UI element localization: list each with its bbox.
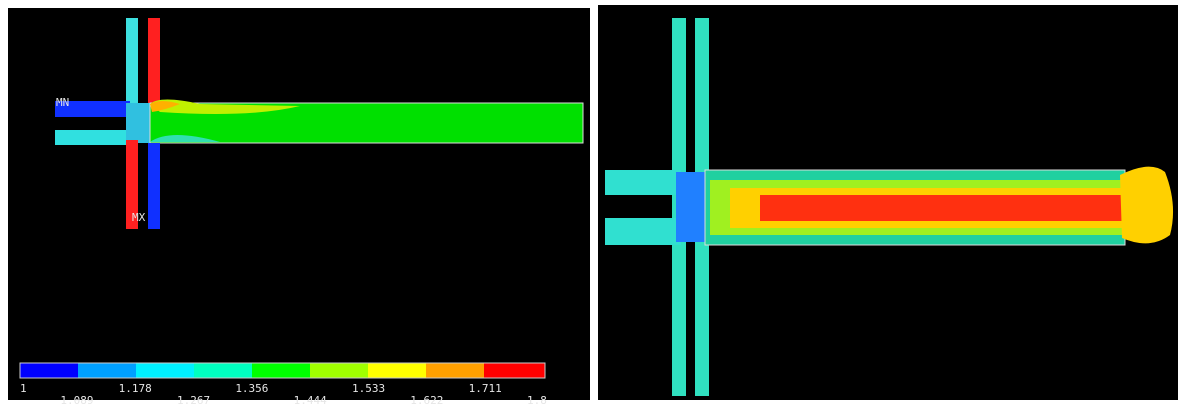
max-label: MX <box>132 211 146 224</box>
legend-label: 1.267 <box>177 394 210 406</box>
legend-label: 1.444 <box>294 394 327 406</box>
pipe <box>605 218 681 245</box>
legend-swatch <box>136 363 194 378</box>
canvas: MN MX 1 1.178 1.356 1.533 1.711 1.089 1.267 1.4… <box>0 0 1178 406</box>
legend-label: 1.089 <box>60 394 93 406</box>
outlet <box>1120 167 1173 244</box>
contour-panel: MN MX 1 1.178 1.356 1.533 1.711 1.089 1.267 1.4… <box>8 8 590 406</box>
legend-label: 1 <box>20 382 27 395</box>
flow-core <box>760 195 1122 221</box>
legend-label: 1.178 <box>119 382 152 395</box>
legend-swatch <box>484 363 545 378</box>
vector-panel <box>598 5 1178 400</box>
legend-swatch <box>252 363 310 378</box>
legend-label: 1.8 <box>527 394 547 406</box>
legend-label: 1.622 <box>410 394 443 406</box>
legend-swatch <box>194 363 252 378</box>
panel-background <box>8 8 590 400</box>
pipe <box>148 143 160 229</box>
min-label: MN <box>56 96 69 109</box>
legend-label: 1.711 <box>469 382 502 395</box>
junction <box>676 172 706 242</box>
legend-label: 1.356 <box>235 382 268 395</box>
legend-swatch <box>78 363 136 378</box>
legend-swatch <box>426 363 484 378</box>
pipe <box>148 18 160 106</box>
pipe <box>126 18 138 108</box>
legend-bar <box>20 363 545 378</box>
pipe <box>55 130 130 145</box>
pipe <box>605 170 681 195</box>
legend-swatch <box>368 363 426 378</box>
legend-swatch <box>20 363 78 378</box>
screenshot: MN MX 1 1.178 1.356 1.533 1.711 1.089 1.267 1.4… <box>0 0 1178 406</box>
legend-swatch <box>310 363 368 378</box>
legend-label: 1.533 <box>352 382 385 395</box>
